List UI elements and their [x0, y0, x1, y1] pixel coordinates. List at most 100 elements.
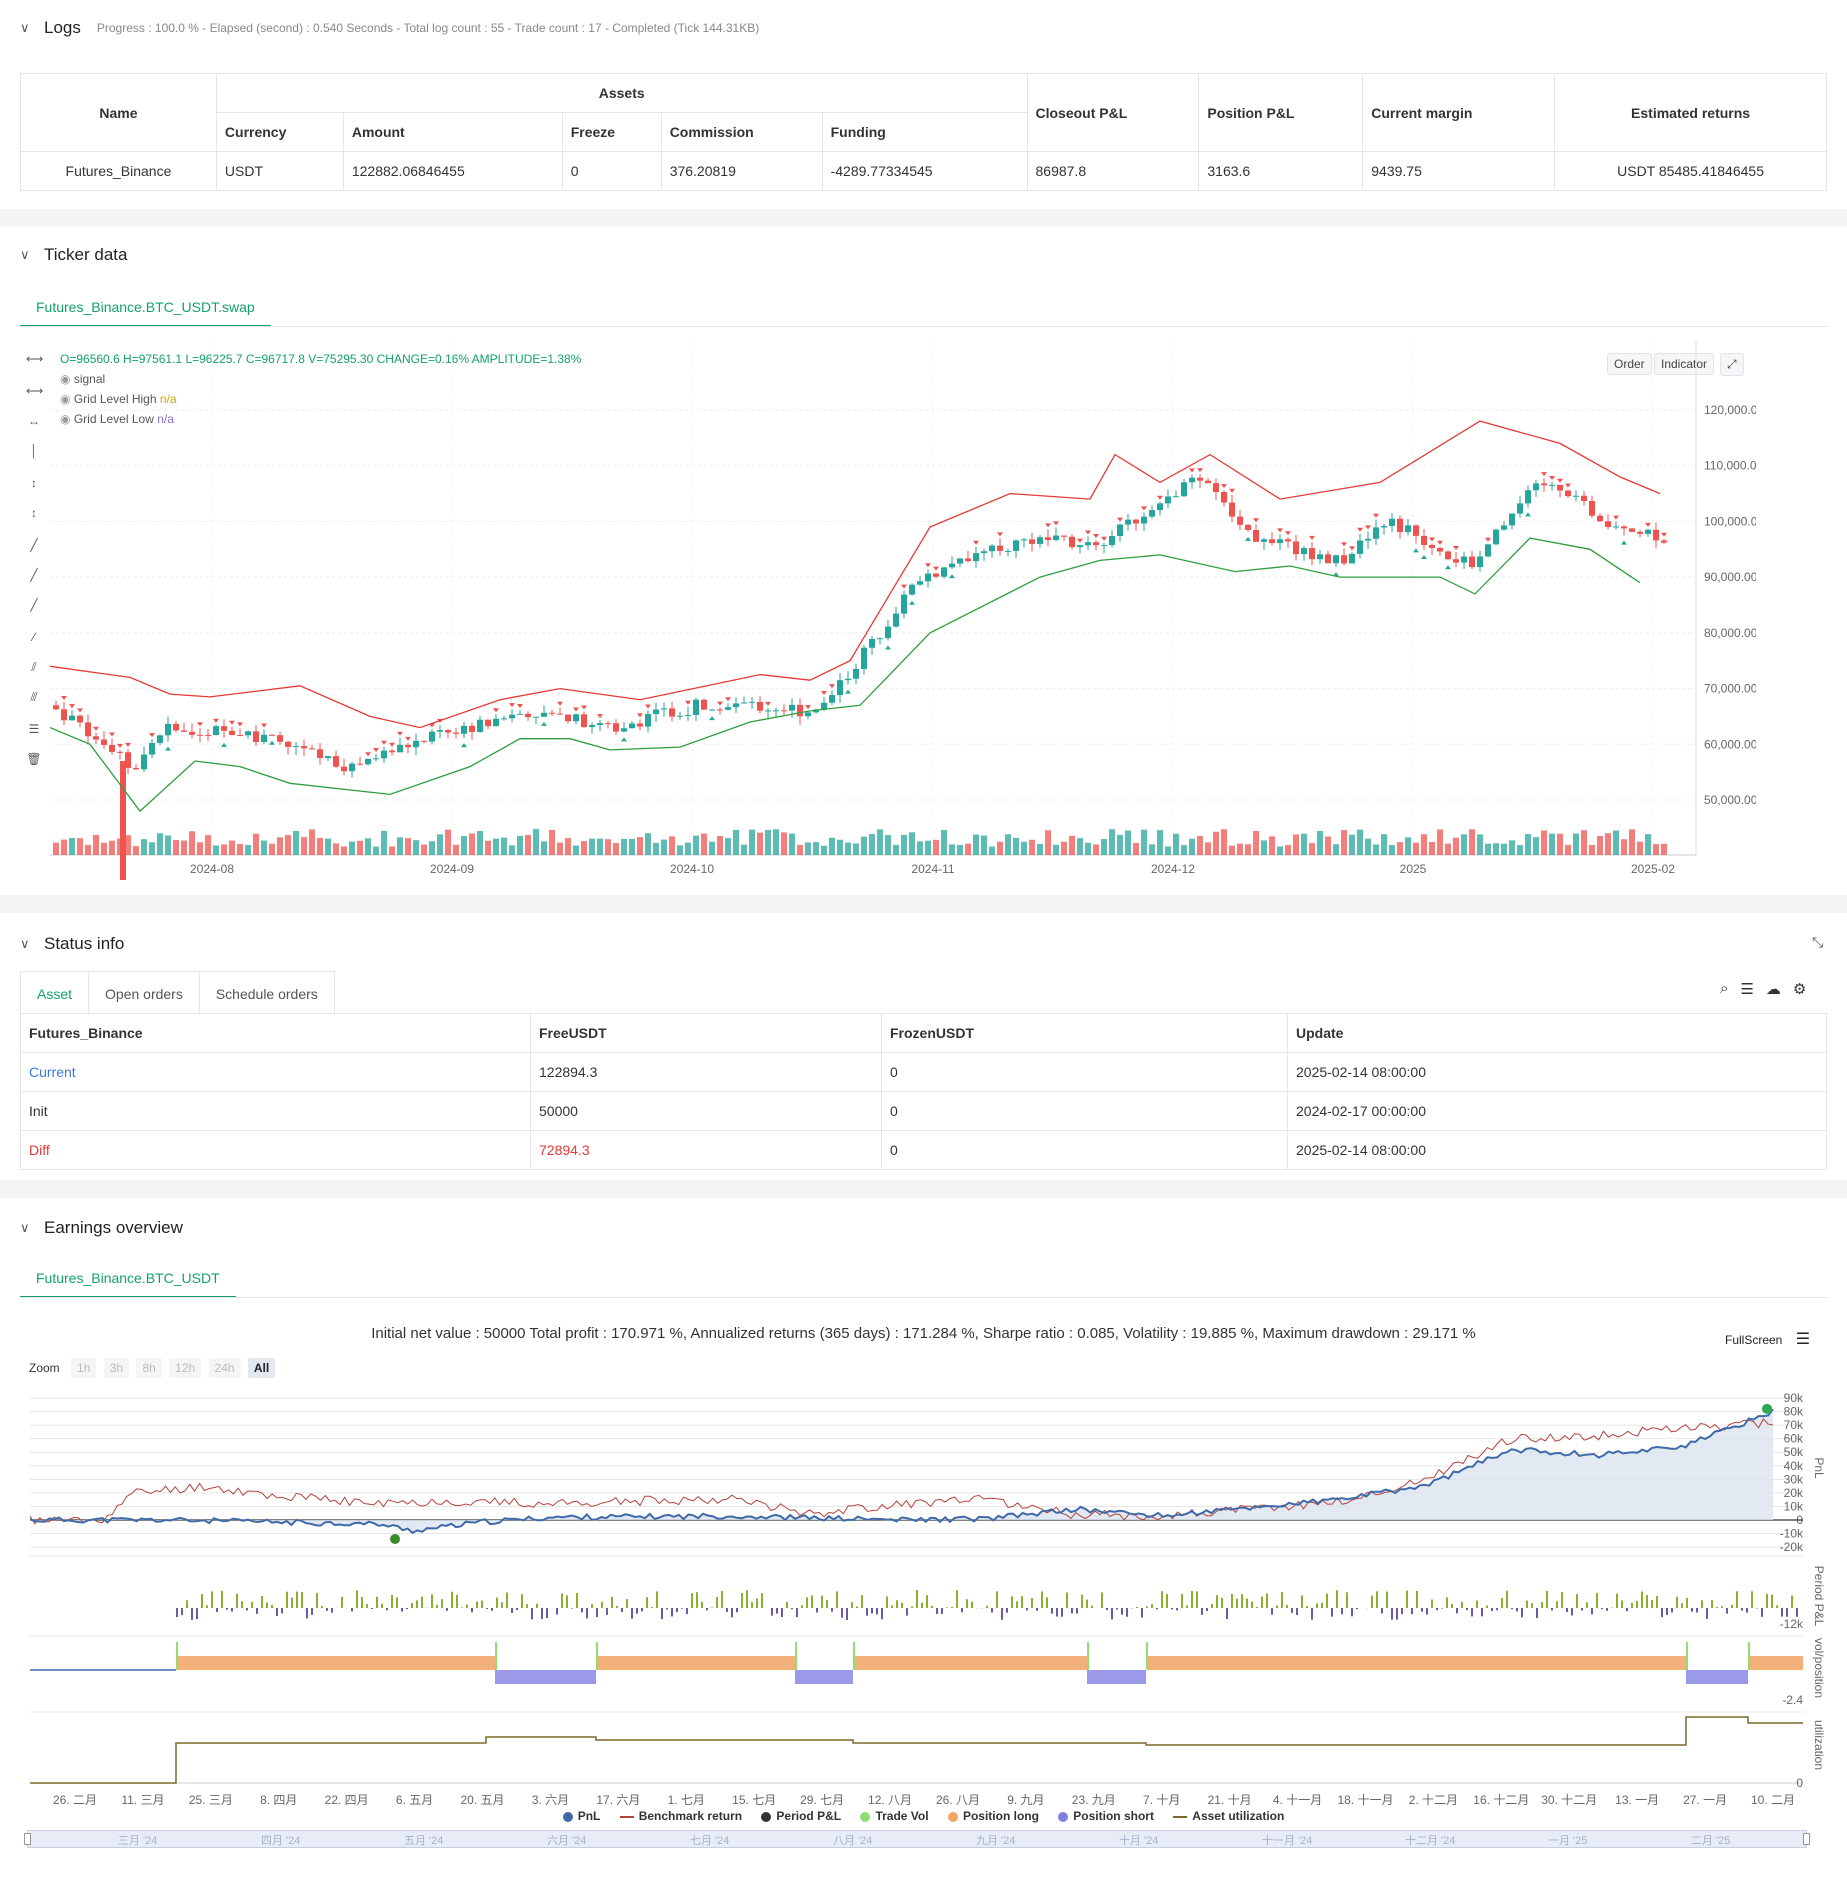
signal-marker: [397, 731, 403, 736]
signal-marker: [1661, 532, 1667, 537]
earnings-title: Earnings overview: [44, 1218, 183, 1237]
chevron-down-icon[interactable]: ∨: [20, 247, 30, 262]
x-tick-label: 1. 七月: [668, 1793, 705, 1807]
candle-body: [1549, 484, 1555, 486]
navigator-handle-right[interactable]: [1803, 1833, 1810, 1845]
volume-bar: [149, 842, 155, 855]
candlestick-chart[interactable]: 120,000.00 110,000.00 100,000.00 90,000.00 8…: [50, 340, 1756, 880]
x-tick-label: 2024-09: [430, 862, 474, 876]
legend-util-line: [1173, 1815, 1188, 1818]
position-short-block: [1087, 1670, 1146, 1684]
volume-bar: [877, 829, 883, 855]
logs-header[interactable]: ∨ Logs Progress : 100.0 % - Elapsed (sec…: [20, 18, 759, 38]
search-icon[interactable]: ⌕: [1720, 980, 1729, 997]
legend-signal[interactable]: ◉ signal: [60, 372, 105, 386]
earnings-header[interactable]: ∨ Earnings overview: [20, 1218, 183, 1238]
tab-earnings-symbol[interactable]: Futures_Binance.BTC_USDT: [20, 1256, 236, 1298]
period-pnl-bar: [831, 1608, 833, 1612]
horizontal-line-icon[interactable]: ⟷: [26, 352, 44, 366]
signal-marker: [973, 540, 979, 545]
period-pnl-bar: [1781, 1608, 1783, 1617]
signal-marker: [1541, 472, 1547, 477]
legend-pnl[interactable]: PnL: [562, 1809, 600, 1823]
signal-marker: [261, 723, 267, 728]
signal-marker: [1357, 527, 1363, 532]
eye-icon[interactable]: ◉: [60, 392, 71, 406]
period-pnl-bar: [236, 1593, 238, 1608]
x-tick-label: 12. 八月: [868, 1793, 912, 1807]
chevron-down-icon[interactable]: ∨: [20, 20, 30, 35]
horizontal-ray-icon[interactable]: ⟷: [26, 384, 44, 398]
signal-marker: [1429, 537, 1435, 542]
gear-icon[interactable]: ⚙: [1792, 981, 1807, 998]
status-header[interactable]: ∨ Status info: [20, 934, 124, 954]
price-line-icon[interactable]: ⁄: [32, 630, 35, 644]
fullscreen-button[interactable]: FullScreen ☰: [1725, 1329, 1810, 1349]
zoom-8h-button[interactable]: 8h: [136, 1358, 162, 1378]
list-icon[interactable]: ☰: [1740, 981, 1754, 998]
period-pnl-bar: [1211, 1603, 1213, 1608]
legend-short-dot: [1058, 1811, 1069, 1822]
candle-body: [893, 613, 899, 627]
extended-line-icon[interactable]: ↔: [28, 414, 40, 428]
navigator-handle-left[interactable]: [24, 1833, 31, 1845]
logs-title: Logs: [44, 18, 81, 37]
legend-util[interactable]: Asset utilization: [1173, 1809, 1284, 1823]
trash-icon[interactable]: 🗑: [26, 752, 42, 766]
order-button[interactable]: Order: [1607, 353, 1652, 375]
tab-asset[interactable]: Asset: [20, 971, 90, 1014]
period-pnl-bar: [1136, 1606, 1138, 1608]
chevron-down-icon[interactable]: ∨: [20, 1220, 30, 1235]
trend-line-icon[interactable]: ╱: [30, 538, 38, 552]
period-pnl-bar: [301, 1591, 303, 1608]
navigator-tick-label: 七月 '24: [690, 1835, 730, 1847]
eye-icon[interactable]: ◉: [60, 372, 71, 386]
navigator[interactable]: 三月 '24 四月 '24 五月 '24 六月 '24 七月 '24 八月 '24 九月 '…: [24, 1830, 1810, 1848]
candle-body: [1197, 477, 1203, 481]
volume-bar: [917, 841, 923, 855]
fibonacci-icon[interactable]: ☰: [28, 722, 40, 736]
row-label-current[interactable]: Current: [20, 1052, 531, 1092]
legend-grid-high[interactable]: ◉ Grid Level High n/a: [60, 392, 177, 406]
legend-grid-low[interactable]: ◉ Grid Level Low n/a: [60, 412, 174, 426]
ray-line-icon[interactable]: ╱: [30, 568, 38, 582]
legend-tradevol[interactable]: Trade Vol: [860, 1809, 929, 1823]
segment-line-icon[interactable]: ╱: [30, 598, 38, 612]
period-pnl-bar: [716, 1596, 718, 1608]
volume-bar: [1141, 829, 1147, 855]
expand-icon[interactable]: ⤢: [1720, 353, 1744, 376]
period-pnl-bar: [1506, 1590, 1508, 1608]
menu-icon[interactable]: ☰: [1795, 1331, 1811, 1348]
period-pnl-bar: [1581, 1608, 1583, 1611]
zoom-12h-button[interactable]: 12h: [169, 1358, 202, 1378]
channel-icon[interactable]: ⫻: [30, 690, 38, 704]
eye-icon[interactable]: ◉: [60, 412, 71, 426]
collapse-icon[interactable]: ⤡: [1812, 934, 1824, 950]
x-tick-label: 22. 四月: [325, 1793, 369, 1807]
zoom-3h-button[interactable]: 3h: [103, 1358, 130, 1378]
zoom-24h-button[interactable]: 24h: [208, 1358, 241, 1378]
zoom-1h-button[interactable]: 1h: [71, 1358, 97, 1378]
tab-ticker-symbol[interactable]: Futures_Binance.BTC_USDT.swap: [20, 285, 271, 327]
period-pnl-bar: [461, 1607, 463, 1608]
tab-open-orders[interactable]: Open orders: [89, 971, 200, 1014]
legend-benchmark[interactable]: Benchmark return: [619, 1809, 742, 1823]
chevron-down-icon[interactable]: ∨: [20, 936, 30, 951]
volume-bar: [837, 839, 843, 855]
candle-body: [397, 744, 403, 753]
zoom-all-button[interactable]: All: [247, 1358, 276, 1378]
tab-schedule-orders[interactable]: Schedule orders: [199, 971, 335, 1014]
legend-long[interactable]: Position long: [947, 1809, 1039, 1823]
vertical-ray-icon[interactable]: ↕: [31, 506, 37, 520]
axis-title: PnL: [1812, 1457, 1826, 1479]
legend-period[interactable]: Period P&L: [761, 1809, 841, 1823]
legend-short[interactable]: Position short: [1058, 1809, 1154, 1823]
vertical-line-icon[interactable]: │: [30, 444, 38, 458]
ticker-header[interactable]: ∨ Ticker data: [20, 245, 127, 265]
cloud-download-icon[interactable]: ☁: [1765, 981, 1781, 998]
vertical-segment-icon[interactable]: ↕: [31, 476, 37, 490]
period-pnl-bar: [316, 1593, 318, 1608]
volume-bar: [1549, 833, 1555, 855]
parallel-lines-icon[interactable]: ⫽: [31, 660, 37, 674]
